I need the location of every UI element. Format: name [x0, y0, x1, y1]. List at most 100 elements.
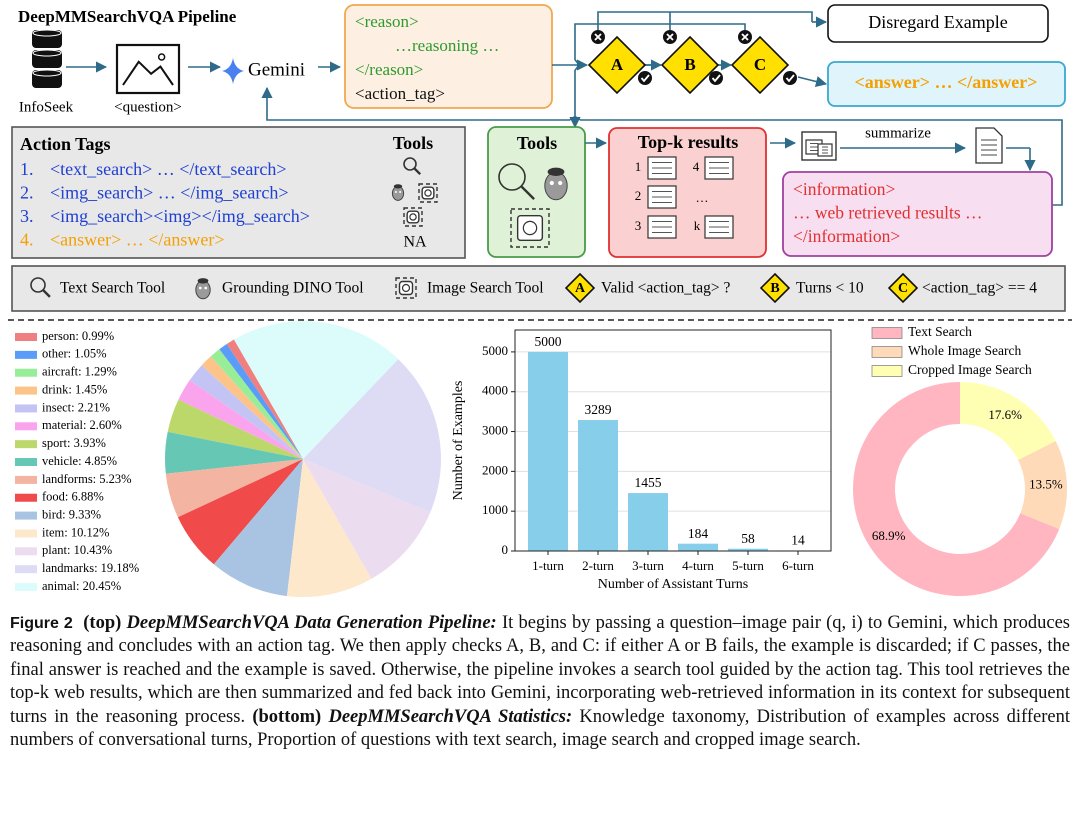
- magnifier-icon: [498, 163, 526, 191]
- check-diamond: [759, 272, 791, 304]
- pie-slice: [286, 459, 372, 597]
- check-label: B: [770, 281, 779, 296]
- information-text: … web retrieved results …: [793, 203, 983, 223]
- check-badge: [709, 71, 723, 85]
- node-label: <question>: [114, 99, 182, 115]
- pie-slice: [201, 356, 303, 459]
- rank-label: …: [696, 190, 709, 205]
- connector: [580, 119, 1063, 206]
- magnifier-icon: [403, 157, 417, 171]
- pie-slice: [303, 359, 441, 513]
- tag-number: 3.: [20, 206, 34, 226]
- image-search-icon: [424, 189, 432, 197]
- bar: [578, 420, 618, 551]
- legend-label: person: 0.99%: [42, 329, 114, 343]
- image-search-icon: [418, 183, 438, 203]
- dino-icon: [393, 184, 403, 189]
- box-title: Tools: [517, 133, 557, 153]
- x-tick-label: 4-turn: [682, 558, 714, 573]
- image-search-icon: [403, 207, 423, 227]
- image-icon: [122, 60, 174, 86]
- check-badge: [783, 71, 797, 85]
- value-label: 13.5%: [1029, 476, 1063, 491]
- x-tick-label: 3-turn: [632, 558, 664, 573]
- legend-label: landmarks: 19.18%: [42, 561, 139, 575]
- diagram-title: DeepMMSearchVQA Pipeline: [18, 7, 237, 26]
- database-icon: [32, 70, 62, 88]
- check-badge: [711, 74, 721, 83]
- tools-box: [487, 126, 586, 258]
- caption-heading: DeepMMSearchVQA Data Generation Pipeline…: [126, 613, 497, 633]
- value-label: 5000: [535, 334, 562, 349]
- legend-text: Valid <action_tag> ?: [601, 280, 731, 297]
- check-label: A: [611, 55, 624, 74]
- dino-icon: [204, 286, 208, 290]
- dino-icon: [547, 167, 565, 176]
- donut-slice: [1018, 441, 1067, 530]
- bar: [728, 548, 768, 551]
- image-search-icon: [398, 280, 414, 296]
- figure-label: Figure 2: [10, 615, 73, 632]
- legend-label: drink: 1.45%: [42, 382, 107, 396]
- caption: Figure 2 (top) DeepMMSearchVQA Data Gene…: [10, 612, 1070, 752]
- legend-swatch: [15, 350, 37, 359]
- donut-slice: [960, 382, 1056, 460]
- pie-slice: [189, 365, 303, 459]
- image-search-icon: [401, 283, 411, 293]
- pie-slice: [226, 339, 303, 459]
- legend-label: plant: 10.43%: [42, 543, 112, 557]
- database-icon: [32, 50, 62, 68]
- discard-label: Disregard Example: [868, 12, 1007, 32]
- check-label: B: [684, 55, 695, 74]
- dino-icon: [198, 286, 202, 290]
- box-title: Action Tags: [20, 134, 111, 154]
- connector: [261, 86, 570, 121]
- connector: [597, 11, 813, 30]
- rank-label: 1: [635, 159, 642, 174]
- x-tick-label: 1-turn: [532, 558, 564, 573]
- y-tick-label: 3000: [482, 423, 508, 438]
- magnifier-icon: [413, 167, 422, 176]
- plot-frame: [514, 329, 832, 552]
- dino-icon: [399, 190, 402, 194]
- image-search-icon: [421, 186, 435, 200]
- check-badge: [638, 71, 652, 85]
- bar: [528, 351, 568, 551]
- pie-slice: [165, 431, 303, 474]
- caption-part: (top): [83, 613, 122, 633]
- box-title: Tools: [393, 133, 433, 153]
- answer-box: [827, 61, 1066, 107]
- reason-text: </reason>: [355, 60, 423, 79]
- check-badge: [666, 33, 674, 41]
- database-icon: [32, 69, 62, 77]
- bar: [628, 493, 668, 551]
- reason-text: <action_tag>: [355, 84, 445, 103]
- dino-icon: [195, 280, 211, 300]
- value-label: 1455: [635, 475, 662, 490]
- legend-label: sport: 3.93%: [42, 436, 106, 450]
- rank-label: k: [694, 218, 701, 233]
- pie-slice: [234, 321, 399, 459]
- legend-swatch: [15, 368, 37, 377]
- legend-swatch: [15, 565, 37, 574]
- action-tags-box: [11, 126, 466, 259]
- check-label: C: [754, 55, 766, 74]
- check-badge: [594, 33, 602, 41]
- image-search-icon: [516, 214, 544, 242]
- image-search-icon: [409, 213, 417, 221]
- legend-text: Image Search Tool: [427, 280, 544, 297]
- caption-heading: DeepMMSearchVQA Statistics:: [328, 706, 573, 727]
- legend-swatch: [871, 327, 903, 339]
- database-icon: [32, 49, 62, 57]
- legend-swatch: [15, 511, 37, 520]
- legend-label: item: 10.12%: [42, 525, 109, 539]
- connector: [569, 116, 581, 121]
- value-label: 68.9%: [872, 528, 906, 543]
- legend-text: Text Search Tool: [60, 280, 165, 297]
- legend-label: Cropped Image Search: [908, 362, 1032, 377]
- reason-box: [344, 4, 553, 109]
- edge-label: summarize: [865, 125, 931, 141]
- value-label: 58: [741, 531, 755, 546]
- rank-label: 2: [635, 188, 642, 203]
